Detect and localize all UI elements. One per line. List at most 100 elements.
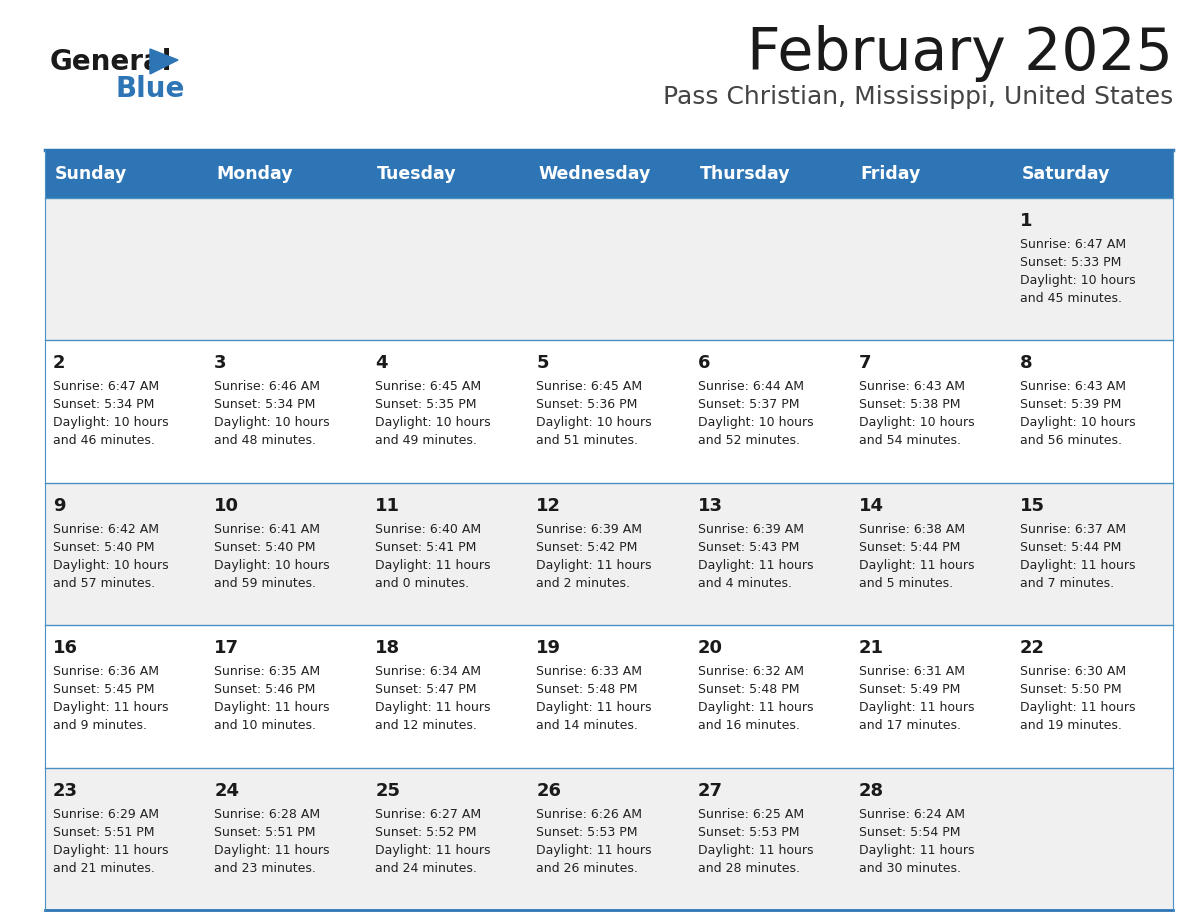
Text: Sunset: 5:34 PM: Sunset: 5:34 PM [53, 398, 154, 411]
Text: 22: 22 [1019, 639, 1045, 657]
Text: Tuesday: Tuesday [378, 165, 457, 183]
Text: Daylight: 11 hours: Daylight: 11 hours [859, 701, 974, 714]
Text: 1: 1 [1019, 212, 1032, 230]
Text: 2: 2 [53, 354, 65, 373]
Text: and 45 minutes.: and 45 minutes. [1019, 292, 1121, 305]
Text: Saturday: Saturday [1022, 165, 1111, 183]
Text: Sunrise: 6:35 AM: Sunrise: 6:35 AM [214, 666, 321, 678]
Text: and 19 minutes.: and 19 minutes. [1019, 719, 1121, 733]
Text: Sunset: 5:47 PM: Sunset: 5:47 PM [375, 683, 476, 696]
Text: Sunset: 5:40 PM: Sunset: 5:40 PM [214, 541, 316, 554]
Text: Daylight: 11 hours: Daylight: 11 hours [697, 559, 813, 572]
Text: Daylight: 11 hours: Daylight: 11 hours [53, 844, 169, 856]
Text: General: General [50, 48, 172, 76]
Text: Daylight: 10 hours: Daylight: 10 hours [1019, 274, 1136, 287]
Text: and 52 minutes.: and 52 minutes. [697, 434, 800, 447]
Text: Sunrise: 6:45 AM: Sunrise: 6:45 AM [537, 380, 643, 394]
FancyBboxPatch shape [851, 150, 1012, 198]
Text: and 14 minutes.: and 14 minutes. [537, 719, 638, 733]
Text: 25: 25 [375, 781, 400, 800]
Text: Sunrise: 6:45 AM: Sunrise: 6:45 AM [375, 380, 481, 394]
Text: Friday: Friday [861, 165, 921, 183]
Text: Sunset: 5:34 PM: Sunset: 5:34 PM [214, 398, 316, 411]
Text: and 28 minutes.: and 28 minutes. [697, 862, 800, 875]
FancyBboxPatch shape [45, 625, 1173, 767]
Text: Sunrise: 6:47 AM: Sunrise: 6:47 AM [53, 380, 159, 394]
Text: 11: 11 [375, 497, 400, 515]
Text: Sunrise: 6:46 AM: Sunrise: 6:46 AM [214, 380, 320, 394]
Text: and 5 minutes.: and 5 minutes. [859, 577, 953, 589]
Text: Sunset: 5:38 PM: Sunset: 5:38 PM [859, 398, 960, 411]
Text: Sunset: 5:43 PM: Sunset: 5:43 PM [697, 541, 800, 554]
Text: Sunset: 5:33 PM: Sunset: 5:33 PM [1019, 256, 1121, 269]
Text: 19: 19 [537, 639, 562, 657]
Text: Sunset: 5:35 PM: Sunset: 5:35 PM [375, 398, 476, 411]
Text: Sunrise: 6:36 AM: Sunrise: 6:36 AM [53, 666, 159, 678]
Text: 21: 21 [859, 639, 884, 657]
Text: Sunrise: 6:47 AM: Sunrise: 6:47 AM [1019, 238, 1126, 251]
Text: and 10 minutes.: and 10 minutes. [214, 719, 316, 733]
Text: Sunset: 5:44 PM: Sunset: 5:44 PM [859, 541, 960, 554]
Polygon shape [150, 49, 178, 74]
Text: and 49 minutes.: and 49 minutes. [375, 434, 478, 447]
Text: Daylight: 11 hours: Daylight: 11 hours [537, 701, 652, 714]
Text: Sunrise: 6:30 AM: Sunrise: 6:30 AM [1019, 666, 1126, 678]
Text: Monday: Monday [216, 165, 292, 183]
Text: Daylight: 11 hours: Daylight: 11 hours [1019, 701, 1136, 714]
Text: 3: 3 [214, 354, 227, 373]
Text: Sunrise: 6:29 AM: Sunrise: 6:29 AM [53, 808, 159, 821]
Text: Daylight: 11 hours: Daylight: 11 hours [697, 701, 813, 714]
Text: February 2025: February 2025 [747, 25, 1173, 82]
Text: and 51 minutes.: and 51 minutes. [537, 434, 638, 447]
Text: and 48 minutes.: and 48 minutes. [214, 434, 316, 447]
Text: Sunrise: 6:43 AM: Sunrise: 6:43 AM [1019, 380, 1126, 394]
Text: and 46 minutes.: and 46 minutes. [53, 434, 154, 447]
Text: 23: 23 [53, 781, 78, 800]
Text: Sunset: 5:48 PM: Sunset: 5:48 PM [697, 683, 800, 696]
Text: and 4 minutes.: and 4 minutes. [697, 577, 791, 589]
Text: Daylight: 10 hours: Daylight: 10 hours [53, 417, 169, 430]
Text: 28: 28 [859, 781, 884, 800]
Text: Sunset: 5:51 PM: Sunset: 5:51 PM [53, 825, 154, 839]
Text: Sunset: 5:52 PM: Sunset: 5:52 PM [375, 825, 476, 839]
Text: Sunrise: 6:33 AM: Sunrise: 6:33 AM [537, 666, 643, 678]
Text: Daylight: 11 hours: Daylight: 11 hours [859, 559, 974, 572]
Text: Daylight: 10 hours: Daylight: 10 hours [53, 559, 169, 572]
Text: Sunrise: 6:43 AM: Sunrise: 6:43 AM [859, 380, 965, 394]
Text: Daylight: 11 hours: Daylight: 11 hours [214, 844, 329, 856]
Text: and 26 minutes.: and 26 minutes. [537, 862, 638, 875]
Text: Sunrise: 6:44 AM: Sunrise: 6:44 AM [697, 380, 803, 394]
Text: Daylight: 11 hours: Daylight: 11 hours [697, 844, 813, 856]
Text: 10: 10 [214, 497, 239, 515]
Text: 6: 6 [697, 354, 710, 373]
Text: Wednesday: Wednesday [538, 165, 651, 183]
Text: Sunset: 5:39 PM: Sunset: 5:39 PM [1019, 398, 1121, 411]
Text: and 16 minutes.: and 16 minutes. [697, 719, 800, 733]
Text: Sunrise: 6:24 AM: Sunrise: 6:24 AM [859, 808, 965, 821]
FancyBboxPatch shape [45, 483, 1173, 625]
Text: Sunset: 5:40 PM: Sunset: 5:40 PM [53, 541, 154, 554]
Text: and 2 minutes.: and 2 minutes. [537, 577, 631, 589]
Text: 18: 18 [375, 639, 400, 657]
Text: Daylight: 11 hours: Daylight: 11 hours [537, 844, 652, 856]
Text: Sunrise: 6:34 AM: Sunrise: 6:34 AM [375, 666, 481, 678]
Text: 17: 17 [214, 639, 239, 657]
Text: Thursday: Thursday [700, 165, 790, 183]
Text: and 59 minutes.: and 59 minutes. [214, 577, 316, 589]
Text: Daylight: 11 hours: Daylight: 11 hours [53, 701, 169, 714]
Text: Sunrise: 6:39 AM: Sunrise: 6:39 AM [537, 522, 643, 536]
Text: Sunrise: 6:41 AM: Sunrise: 6:41 AM [214, 522, 320, 536]
Text: Sunset: 5:48 PM: Sunset: 5:48 PM [537, 683, 638, 696]
FancyBboxPatch shape [45, 150, 207, 198]
Text: 16: 16 [53, 639, 78, 657]
Text: Daylight: 11 hours: Daylight: 11 hours [375, 844, 491, 856]
FancyBboxPatch shape [367, 150, 529, 198]
FancyBboxPatch shape [529, 150, 689, 198]
Text: Sunrise: 6:31 AM: Sunrise: 6:31 AM [859, 666, 965, 678]
Text: Daylight: 10 hours: Daylight: 10 hours [859, 417, 974, 430]
Text: Sunset: 5:42 PM: Sunset: 5:42 PM [537, 541, 638, 554]
Text: Sunset: 5:36 PM: Sunset: 5:36 PM [537, 398, 638, 411]
FancyBboxPatch shape [689, 150, 851, 198]
Text: 4: 4 [375, 354, 387, 373]
Text: Daylight: 11 hours: Daylight: 11 hours [1019, 559, 1136, 572]
